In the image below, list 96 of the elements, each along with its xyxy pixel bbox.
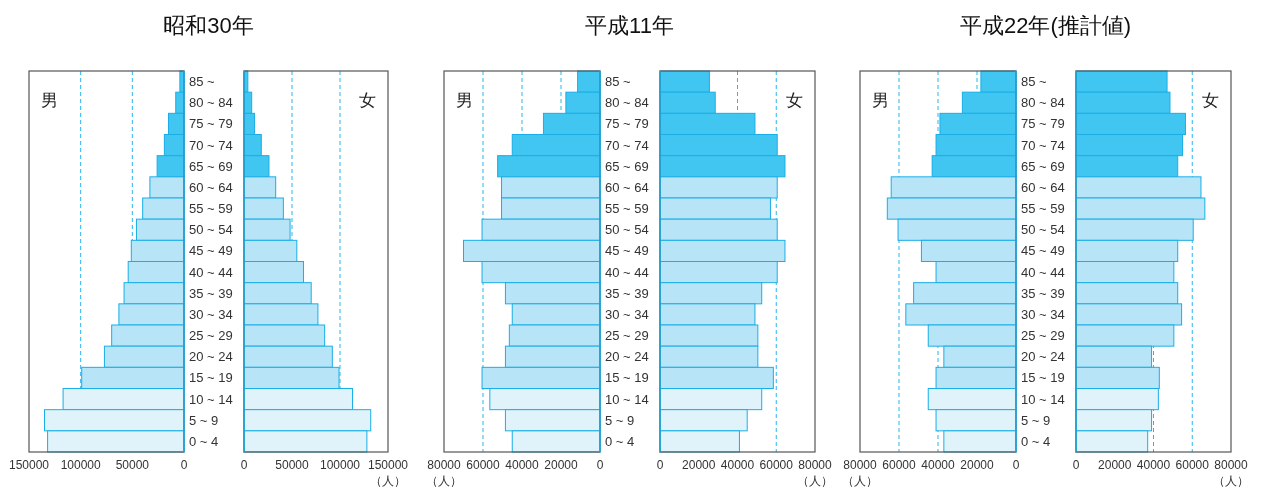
ytick: 40 ~ 44 [605,264,649,280]
xtick: 20000 [1098,458,1132,472]
annotation: 女 [359,91,376,110]
title: 平成22年(推計値) [959,13,1132,38]
ytick: 75 ~ 79 [605,116,649,132]
ytick: 35 ~ 39 [605,285,649,301]
xtick: 60000 [1175,458,1209,472]
ytick: 25 ~ 29 [189,328,233,344]
xtick: 60000 [466,458,500,472]
ytick: 55 ~ 59 [1021,201,1065,217]
ytick: 25 ~ 29 [605,328,649,344]
xlabel: （人） [842,474,878,488]
ytick: 25 ~ 29 [1021,328,1065,344]
xtick: 150000 [9,458,49,472]
xtick: 80000 [798,458,832,472]
ytick: 50 ~ 54 [605,222,649,238]
ytick: 85 ~ [189,74,215,90]
ytick: 50 ~ 54 [189,222,233,238]
ytick: 35 ~ 39 [1021,285,1065,301]
xtick: 20000 [544,458,578,472]
xtick: 20000 [682,458,716,472]
ytick: 15 ~ 19 [1021,370,1065,386]
xtick: 60000 [882,458,916,472]
xtick: 100000 [320,458,360,472]
title: 平成11年 [585,13,674,38]
xtick: 0 [1072,458,1080,472]
ytick: 45 ~ 49 [189,243,233,259]
xtick: 0 [1012,458,1020,472]
ytick: 20 ~ 24 [189,349,233,365]
ytick: 55 ~ 59 [605,201,649,217]
ytick: 30 ~ 34 [189,306,233,322]
ytick: 0 ~ 4 [605,433,635,449]
ytick: 5 ~ 9 [605,412,635,428]
xtick: 40000 [505,458,539,472]
annotation: 女 [1202,91,1219,110]
xtick: 50000 [115,458,149,472]
ytick: 85 ~ [605,74,631,90]
ytick: 10 ~ 14 [605,391,649,407]
ytick: 70 ~ 74 [605,137,649,153]
ytick: 20 ~ 24 [1021,349,1065,365]
ytick: 50 ~ 54 [1021,222,1065,238]
ytick: 5 ~ 9 [189,412,219,428]
xtick: 20000 [960,458,994,472]
ytick: 0 ~ 4 [189,433,219,449]
title: 昭和30年 [163,13,254,38]
ytick: 15 ~ 19 [605,370,649,386]
ytick: 30 ~ 34 [1021,306,1065,322]
ytick: 55 ~ 59 [189,201,233,217]
xtick: 60000 [759,458,793,472]
xtick: 80000 [843,458,877,472]
xtick: 150000 [368,458,408,472]
xtick: 0 [180,458,188,472]
ytick: 15 ~ 19 [189,370,233,386]
xtick: 0 [240,458,248,472]
ytick: 65 ~ 69 [605,158,649,174]
ytick: 20 ~ 24 [605,349,649,365]
xtick: 40000 [720,458,755,472]
xtick: 0 [596,458,604,472]
ytick: 80 ~ 84 [189,95,233,111]
ytick: 65 ~ 69 [189,158,233,174]
ytick: 5 ~ 9 [1021,412,1051,428]
xtick: 40000 [921,458,955,472]
xtick: 100000 [60,458,101,472]
xtick: 80000 [427,458,461,472]
annotation: 男 [456,91,473,110]
ytick: 40 ~ 44 [189,264,233,280]
ytick: 35 ~ 39 [189,285,233,301]
xlabel: （人） [1213,474,1249,488]
ytick: 80 ~ 84 [1021,95,1065,111]
annotation: 男 [41,91,58,110]
xlabel: （人） [370,474,406,488]
xtick: 80000 [1214,458,1248,472]
ytick: 60 ~ 64 [189,179,233,195]
ytick: 80 ~ 84 [605,95,649,111]
ytick: 40 ~ 44 [1021,264,1065,280]
xlabel: （人） [797,474,833,488]
ytick: 70 ~ 74 [189,137,233,153]
xtick: 40000 [1136,458,1171,472]
xtick: 0 [656,458,664,472]
xtick: 50000 [275,458,309,472]
ytick: 70 ~ 74 [1021,137,1065,153]
ytick: 65 ~ 69 [1021,158,1065,174]
ytick: 75 ~ 79 [189,116,233,132]
ytick: 10 ~ 14 [1021,391,1065,407]
ytick: 60 ~ 64 [1021,179,1065,195]
ytick: 0 ~ 4 [1021,433,1051,449]
ytick: 10 ~ 14 [189,391,233,407]
ytick: 30 ~ 34 [605,306,649,322]
ytick: 60 ~ 64 [605,179,649,195]
ytick: 75 ~ 79 [1021,116,1065,132]
ytick: 45 ~ 49 [605,243,649,259]
annotation: 女 [786,91,803,110]
xlabel: （人） [426,474,462,488]
ytick: 45 ~ 49 [1021,243,1065,259]
annotation: 男 [872,91,889,110]
ytick: 85 ~ [1021,74,1047,90]
